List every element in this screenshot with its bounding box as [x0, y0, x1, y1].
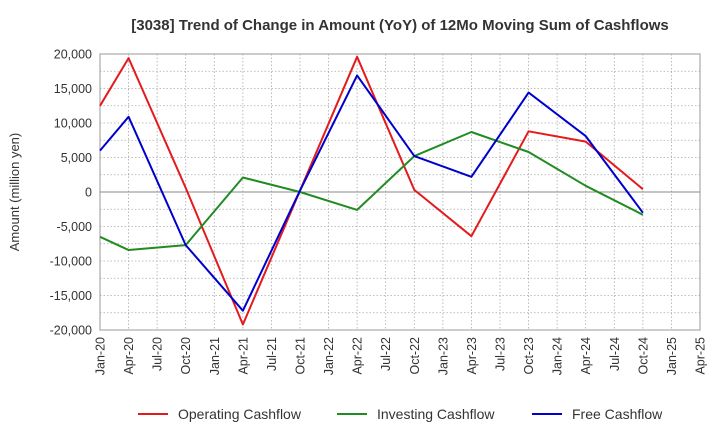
x-tick-label: Jan-24 [551, 337, 565, 375]
y-tick-label: 5,000 [61, 151, 92, 165]
x-tick-label: Oct-23 [522, 337, 536, 375]
x-tick-label: Apr-24 [579, 337, 593, 375]
x-tick-label: Jan-22 [322, 337, 336, 375]
x-tick-label: Jan-20 [94, 337, 108, 375]
x-tick-label: Oct-20 [179, 337, 193, 375]
x-tick-label: Jul-23 [494, 337, 508, 371]
y-tick-label: 20,000 [54, 48, 92, 62]
x-tick-label: Jan-23 [436, 337, 450, 375]
x-tick-label: Apr-23 [465, 337, 479, 375]
x-tick-label: Jul-24 [608, 337, 622, 371]
y-tick-label: 15,000 [54, 82, 92, 96]
series-line-1 [99, 55, 644, 326]
legend-label: Investing Cashflow [377, 406, 495, 422]
x-tick-label: Jan-25 [665, 337, 679, 375]
x-tick-label: Apr-25 [694, 337, 708, 375]
chart-title: [3038] Trend of Change in Amount (YoY) o… [131, 17, 669, 34]
x-tick-label: Jul-21 [265, 337, 279, 371]
series-line-2 [99, 131, 644, 251]
x-tick-label: Oct-24 [636, 337, 650, 375]
y-tick-label: -20,000 [50, 324, 92, 338]
x-tick-label: Oct-22 [408, 337, 422, 375]
x-tick-label: Jan-21 [208, 337, 222, 375]
y-axis-label: Amount (million yen) [7, 133, 22, 252]
x-tick-label: Apr-20 [122, 337, 136, 375]
y-tick-label: 10,000 [54, 117, 92, 131]
y-tick-label: -10,000 [50, 255, 92, 269]
legend-label: Operating Cashflow [178, 406, 302, 422]
series-line-3 [99, 74, 644, 312]
series-group [99, 55, 644, 326]
y-tick-label: 0 [85, 186, 92, 200]
x-tick-label: Jul-22 [379, 337, 393, 371]
legend-label: Free Cashflow [572, 406, 663, 422]
x-axis-ticks: Jan-20 Apr-20 Jul-20 Oct-20 Jan-21 Apr-21 Jul-… [94, 337, 708, 375]
x-tick-label: Apr-21 [236, 337, 250, 375]
y-axis-ticks: 20,000 15,000 10,000 5,000 0 -5,000 -10,000 -15… [50, 48, 92, 338]
y-tick-label: -5,000 [57, 220, 92, 234]
y-tick-label: -15,000 [50, 289, 92, 303]
x-tick-label: Oct-21 [294, 337, 308, 375]
x-tick-label: Jul-20 [151, 337, 165, 371]
legend: Operating Cashflow Investing Cashflow Free… [138, 406, 663, 422]
x-tick-label: Apr-22 [351, 337, 365, 375]
